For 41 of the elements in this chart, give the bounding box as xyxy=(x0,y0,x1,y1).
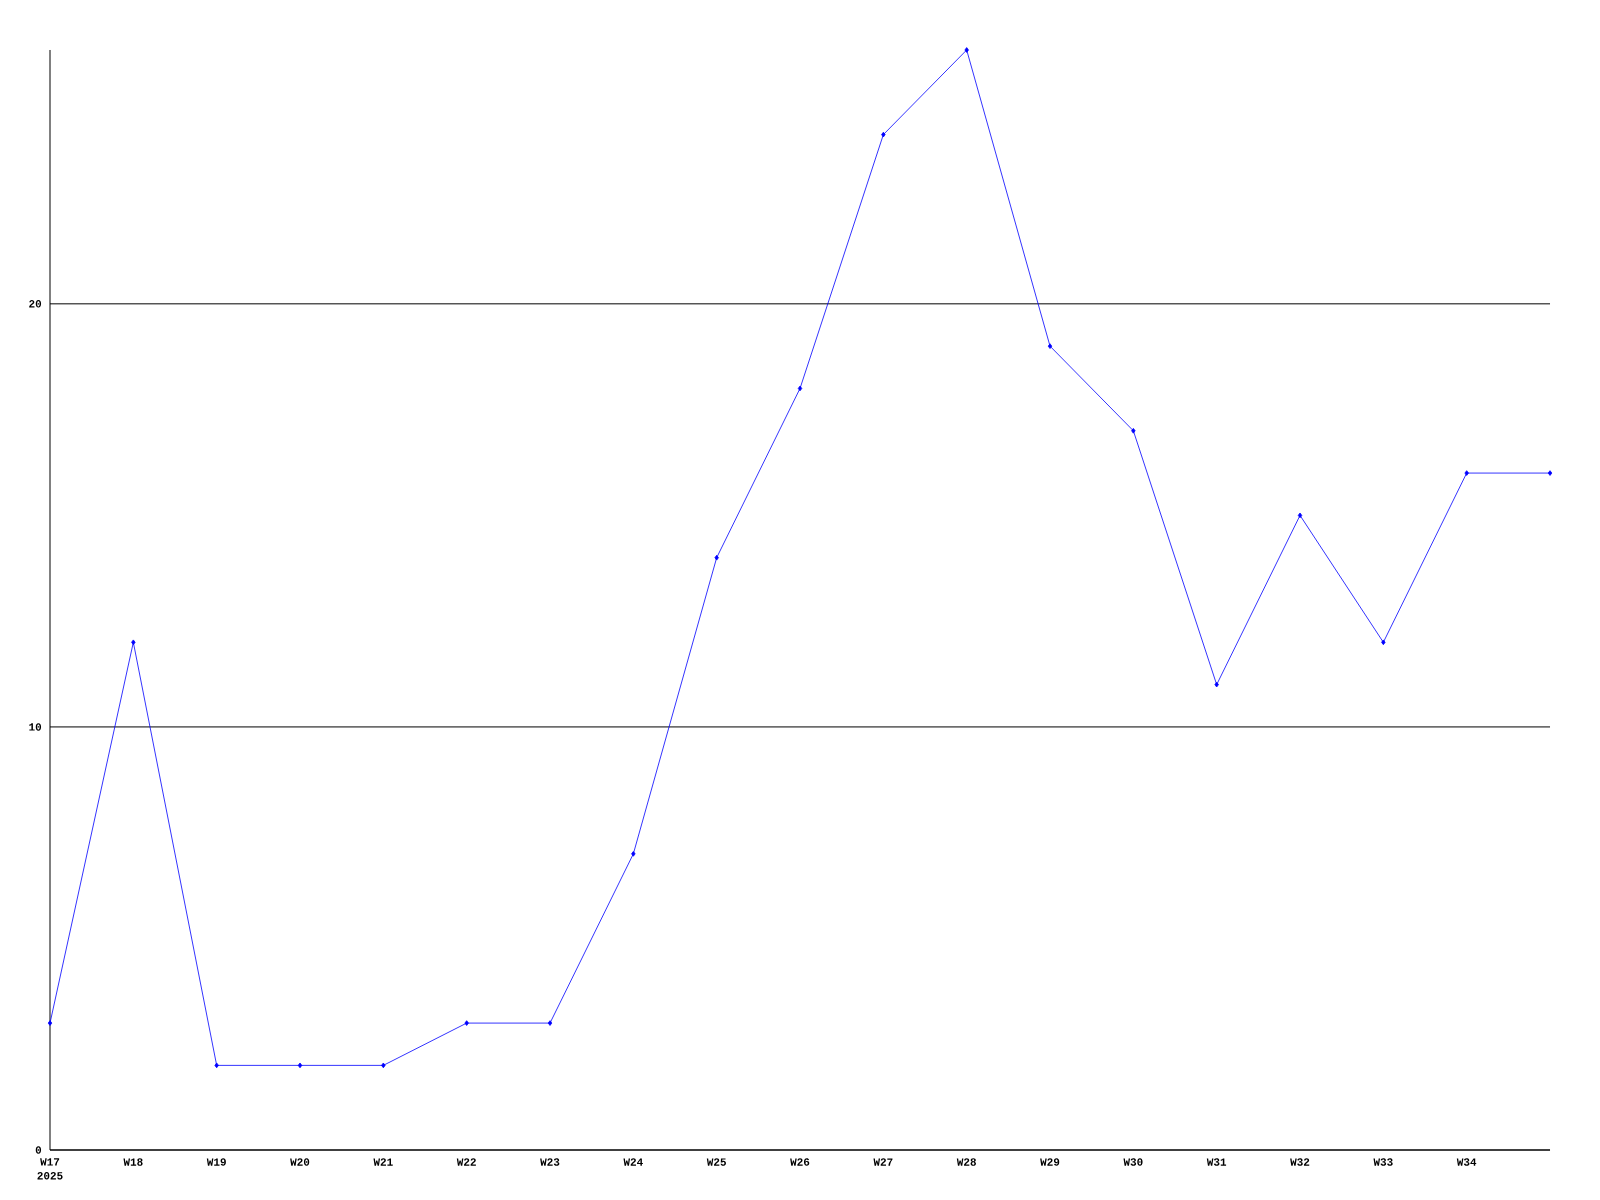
x-tick-label: W27 xyxy=(873,1158,893,1166)
point xyxy=(797,385,803,392)
point xyxy=(1381,639,1386,646)
x-tick-label: W29 xyxy=(1040,1158,1060,1166)
point xyxy=(214,1062,219,1069)
point xyxy=(881,131,886,138)
point xyxy=(1131,427,1136,434)
x-tick-label: W22 xyxy=(456,1158,476,1166)
text: 2025 xyxy=(37,1172,63,1180)
y-tick-label: 10 xyxy=(29,723,42,731)
point xyxy=(381,1062,386,1069)
y-tick-label: 0 xyxy=(35,1146,42,1154)
x-tick-label: W17 xyxy=(40,1158,60,1166)
point xyxy=(464,1020,469,1026)
x-tick-label: W23 xyxy=(540,1158,560,1166)
x-tick-label: W24 xyxy=(623,1158,643,1166)
point xyxy=(964,47,969,53)
x-tick-label: W19 xyxy=(206,1158,226,1166)
x-tick-label: W20 xyxy=(290,1158,310,1166)
x-tick-label: W31 xyxy=(1206,1158,1227,1166)
point xyxy=(1464,470,1469,476)
point xyxy=(1547,470,1553,476)
y-tick-label: 20 xyxy=(29,300,42,308)
point xyxy=(47,1020,53,1026)
x-tick-label: W25 xyxy=(706,1158,726,1166)
x-tick-label: W30 xyxy=(1123,1158,1143,1166)
point xyxy=(1214,681,1219,688)
point xyxy=(714,554,719,561)
x-tick-label: W21 xyxy=(373,1158,393,1166)
point xyxy=(547,1020,553,1026)
x-tick-label: W34 xyxy=(1456,1158,1477,1166)
point xyxy=(131,639,136,646)
point xyxy=(631,851,636,857)
x-tick-label: W32 xyxy=(1290,1158,1310,1166)
x-tick-label: W28 xyxy=(956,1158,976,1166)
x-tick-label: W33 xyxy=(1373,1158,1393,1166)
point xyxy=(1047,343,1053,349)
x-tick-label: W26 xyxy=(790,1158,810,1166)
point xyxy=(297,1062,303,1069)
point xyxy=(1297,512,1303,519)
x-tick-label: W18 xyxy=(123,1158,143,1166)
